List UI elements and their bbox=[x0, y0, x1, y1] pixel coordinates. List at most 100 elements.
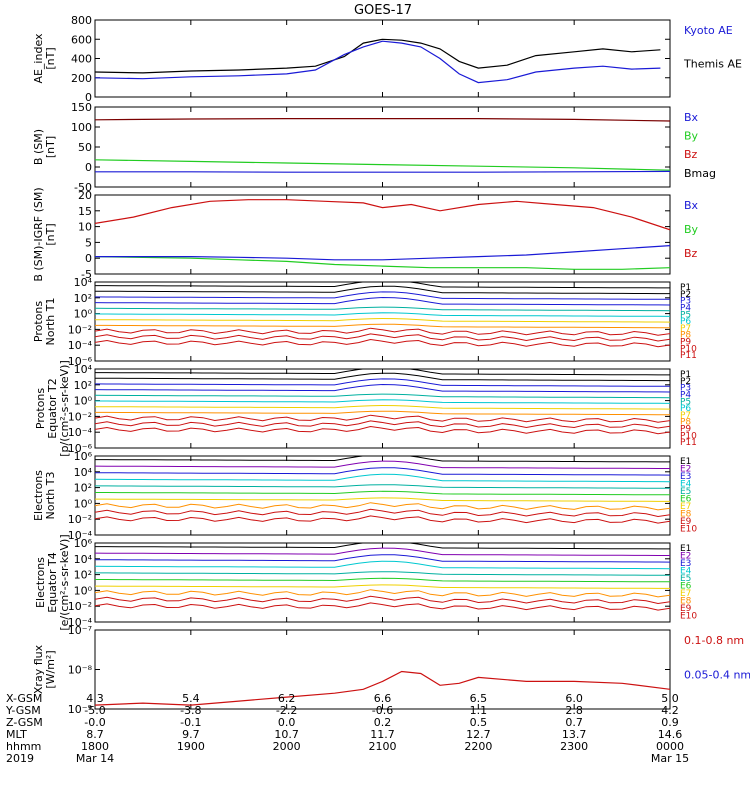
channel-line bbox=[95, 410, 670, 416]
panel-xray: 10⁻⁷ 10⁻⁸ 10⁻⁹ Xray flux [W/m²] 0.1-0.8 nm 0.0… bbox=[32, 624, 750, 716]
x-axis-value: 0.5 bbox=[470, 716, 488, 729]
legend-entry: P1 bbox=[680, 370, 691, 380]
x-axis-value: 2100 bbox=[369, 740, 397, 753]
x-axis-value: 0.7 bbox=[565, 716, 583, 729]
series-group bbox=[95, 199, 670, 270]
series-line bbox=[95, 170, 670, 173]
legend-entry: E3 bbox=[680, 472, 691, 482]
channel-line bbox=[95, 554, 670, 563]
legend-entry: E2 bbox=[680, 552, 691, 562]
y-tick-label: 10² bbox=[74, 482, 92, 495]
x-axis-value: 8.7 bbox=[86, 728, 104, 741]
x-axis-value: 2000 bbox=[273, 740, 301, 753]
legend-entry: P10 bbox=[680, 431, 697, 441]
channel-line bbox=[95, 378, 670, 387]
channel-line bbox=[95, 547, 670, 556]
x-axis-value: 2.8 bbox=[565, 704, 583, 717]
channel-line bbox=[95, 425, 670, 435]
y-tick-label: 0 bbox=[85, 161, 92, 174]
legend-entry: P4 bbox=[680, 390, 691, 400]
x-axis-value: -5.0 bbox=[84, 704, 105, 717]
hhmm-label: hhmm bbox=[6, 740, 41, 753]
legend-entry: E9 bbox=[680, 604, 692, 614]
y-tick-label: -5 bbox=[81, 268, 92, 281]
panel-bsm: 150 100 50 0 -50 B (SM) [nT] Bx By Bz Bmag bbox=[32, 101, 716, 194]
series-line bbox=[95, 118, 670, 122]
channel-line bbox=[95, 595, 670, 605]
channel-line bbox=[95, 333, 670, 342]
y-axis-label: Equator T2 bbox=[46, 378, 59, 438]
y-axis-label: B (SM) bbox=[32, 129, 45, 165]
legend-entry: E3 bbox=[680, 559, 691, 569]
panel-pn: 10⁴ 10² 10⁰ 10⁻² 10⁻⁴ 10⁻⁶ Protons North T1 P1P2… bbox=[32, 276, 697, 368]
legend-entry: E7 bbox=[680, 502, 691, 512]
y-tick-label: 10⁶ bbox=[74, 450, 93, 463]
legend-entry: 0.1-0.8 nm bbox=[684, 634, 744, 647]
legend-entry: E5 bbox=[680, 487, 691, 497]
channel-line bbox=[95, 460, 670, 469]
y-axis-label: [p/(cm²-s-sr-keV)] bbox=[58, 360, 71, 457]
channel-line bbox=[95, 589, 670, 598]
channel-line bbox=[95, 317, 670, 323]
x-axis-value: 5.0 bbox=[661, 692, 679, 705]
x-axis-value: 1900 bbox=[177, 740, 205, 753]
y-tick-label: 150 bbox=[71, 101, 92, 114]
channel-line bbox=[95, 393, 670, 399]
x-axis-value: -2.2 bbox=[276, 704, 297, 717]
channel-line bbox=[95, 508, 670, 518]
series-group bbox=[95, 670, 670, 706]
legend-entry: E4 bbox=[680, 567, 692, 577]
y-tick-label: 10⁻² bbox=[68, 600, 92, 613]
legend-entry: E8 bbox=[680, 597, 692, 607]
series-line bbox=[95, 670, 670, 706]
legend-entry: P11 bbox=[680, 438, 697, 448]
legend-entry: P8 bbox=[680, 331, 691, 341]
legend-entry: P3 bbox=[680, 384, 691, 394]
y-axis-label: Protons bbox=[34, 388, 47, 429]
channel-line bbox=[95, 383, 670, 393]
panel-pe: 10⁴ 10² 10⁰ 10⁻² 10⁻⁴ 10⁻⁶ Protons Equator T2 [p… bbox=[34, 360, 697, 457]
panel-frame bbox=[94, 19, 671, 98]
x-axis-value: 0.2 bbox=[374, 716, 392, 729]
x-gsm-label: X-GSM bbox=[6, 692, 42, 705]
y-tick-label: 10⁻⁹ bbox=[68, 703, 92, 716]
x-axis-value: -0.1 bbox=[180, 716, 201, 729]
y-tick-label: 0 bbox=[85, 91, 92, 104]
y-tick-label: 10⁻² bbox=[68, 513, 92, 526]
x-axis-value: 11.7 bbox=[370, 728, 395, 741]
series-group bbox=[95, 118, 670, 173]
series-line bbox=[95, 40, 661, 84]
legend-entry: E4 bbox=[680, 480, 692, 490]
panel-ae: 800 600 400 200 0 AE_index [nT] Kyoto AE Themis … bbox=[32, 14, 742, 104]
x-axis-value: 1800 bbox=[81, 740, 109, 753]
channel-line bbox=[95, 456, 670, 463]
channel-line bbox=[95, 404, 670, 410]
x-axis-value: 12.7 bbox=[466, 728, 491, 741]
legend-entry: P5 bbox=[680, 397, 691, 407]
channel-line bbox=[95, 312, 670, 317]
legend-entry: Bx bbox=[684, 199, 699, 212]
x-axis-value: 2200 bbox=[464, 740, 492, 753]
channel-line bbox=[95, 338, 670, 348]
x-axis-value: 4.3 bbox=[86, 692, 104, 705]
channel-line bbox=[95, 323, 670, 329]
x-axis-value: 10.7 bbox=[274, 728, 299, 741]
x-axis-value: 0.9 bbox=[661, 716, 679, 729]
channel-line bbox=[95, 484, 670, 489]
legend-entry: 0.05-0.4 nm bbox=[684, 668, 750, 681]
date-start: Mar 14 bbox=[76, 752, 114, 765]
y-tick-label: 10⁻⁶ bbox=[68, 442, 93, 455]
x-axis-value: 6.6 bbox=[374, 692, 392, 705]
date-end: Mar 15 bbox=[651, 752, 689, 765]
channel-line bbox=[95, 571, 670, 576]
legend-entry: E8 bbox=[680, 510, 692, 520]
y-tick-label: 10⁻⁴ bbox=[68, 339, 93, 352]
y-tick-label: 10⁻² bbox=[68, 410, 92, 423]
legend-entry: E6 bbox=[680, 582, 692, 592]
legend-entry: Bmag bbox=[684, 167, 716, 180]
series-group bbox=[95, 38, 661, 84]
legend-entry: P2 bbox=[680, 290, 691, 300]
y-tick-label: 10⁴ bbox=[74, 466, 93, 479]
